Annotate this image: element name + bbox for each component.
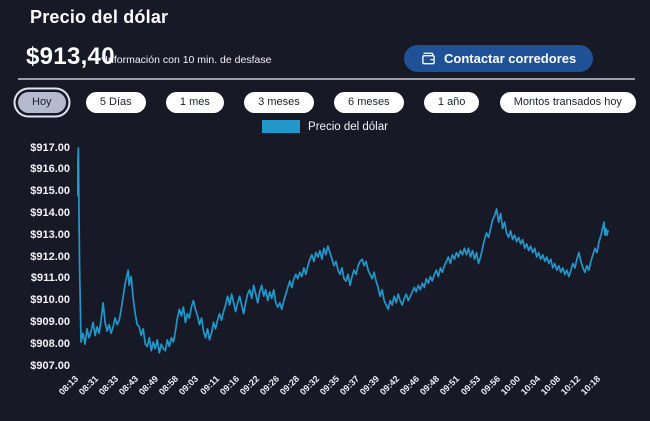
price-chart-area: $917.00 $916.00 $915.00 $914.00 $913.00 $912.… [0, 136, 650, 421]
tab-1-mes[interactable]: 1 mes [165, 91, 224, 113]
tab-5-dias[interactable]: 5 Días [85, 91, 146, 113]
y-axis-label: $911.00 [30, 272, 70, 285]
chart-legend[interactable]: Precio del dólar [0, 120, 650, 133]
tab-1-ano[interactable]: 1 año [423, 91, 480, 113]
y-axis-label: $916.00 [30, 163, 70, 176]
y-axis-label: $915.00 [30, 185, 70, 198]
tab-3-meses[interactable]: 3 meses [244, 91, 314, 113]
wallet-icon [422, 52, 435, 65]
y-axis-label: $907.00 [30, 359, 70, 372]
y-axis-label: $908.00 [30, 337, 70, 350]
tab-hoy[interactable]: Hoy [18, 91, 66, 113]
price-line [77, 147, 609, 354]
page-title: Precio del dólar [30, 7, 169, 27]
y-axis-label: $913.00 [30, 228, 70, 241]
delay-disclaimer: *Información con 10 min. de desfase [101, 54, 272, 66]
y-axis-label: $917.00 [30, 141, 70, 154]
contact-brokers-label: Contactar corredores [444, 51, 577, 66]
tab-6-meses[interactable]: 6 meses [334, 91, 404, 113]
time-range-tabs: Hoy 5 Días 1 mes 3 meses 6 meses 1 año M… [18, 90, 636, 114]
current-price: $913,40 [26, 43, 115, 70]
y-axis-label: $914.00 [30, 206, 70, 219]
legend-label: Precio del dólar [308, 120, 388, 133]
price-line-chart[interactable] [77, 145, 645, 369]
header-divider [18, 78, 635, 80]
contact-brokers-button[interactable]: Contactar corredores [404, 45, 594, 72]
y-axis-label: $909.00 [30, 315, 70, 328]
legend-swatch [262, 120, 301, 133]
tab-montos-transados-hoy[interactable]: Montos transados hoy [499, 91, 636, 113]
y-axis-label: $912.00 [30, 250, 70, 263]
y-axis-label: $910.00 [30, 294, 70, 307]
